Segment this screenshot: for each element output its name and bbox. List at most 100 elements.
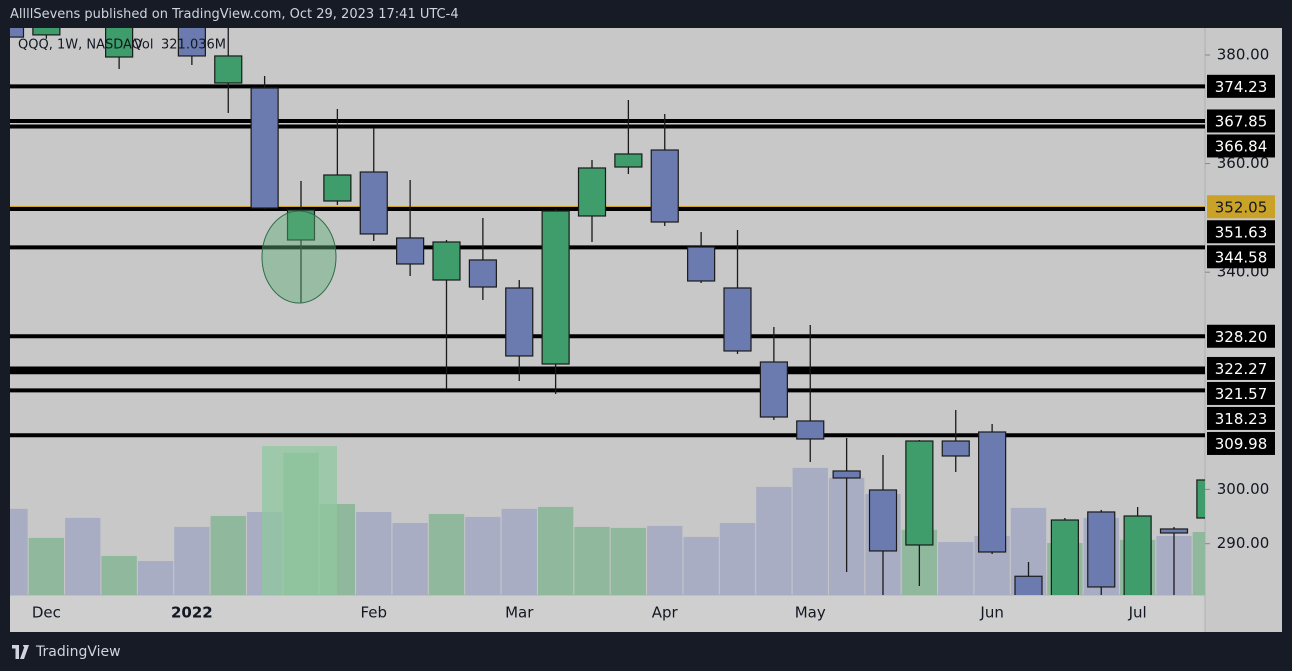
level-label-box [1207,195,1275,219]
legend-symbol: QQQ, 1W, NASDAQ [18,38,142,53]
candle-body [32,28,61,36]
volume-bar [610,527,647,595]
candle-body [142,0,169,17]
volume-bar [28,537,65,595]
volume-bar [137,561,174,595]
candle-body [1196,479,1205,519]
y-tick-label: 290.00 [1217,534,1270,552]
candle-body [250,87,279,209]
volume-bar [938,542,974,595]
x-tick-label: Jun [979,604,1003,622]
level-label: 374.23 [1215,78,1268,96]
volume-bar [647,525,683,595]
x-tick-label: Mar [505,604,534,622]
x-tick-label: May [795,604,826,622]
candle-body [505,287,534,357]
level-label-box [1207,134,1275,158]
time-axis [10,595,1205,632]
level-label: 318.23 [1215,410,1268,428]
level-label-box [1207,356,1275,380]
level-label: 309.98 [1215,435,1268,453]
level-label-box [1207,74,1275,98]
volume-bar [574,526,610,595]
candle-body [978,431,1007,553]
level-label-box [1207,109,1275,133]
volume-bar [792,467,828,595]
candle-body [69,0,96,6]
level-label: 321.57 [1215,385,1268,403]
volume-bar [101,555,137,595]
legend-vol-label: Vol [134,38,153,53]
candle-body [1123,515,1152,595]
level-label: 328.20 [1215,328,1268,346]
level-label-box [1207,220,1275,244]
highlight-box [262,446,337,595]
candle-body [286,209,316,241]
candle-body [723,287,752,352]
candle-body [832,470,861,479]
candle-body [941,440,970,457]
x-tick-label: Jul [1128,604,1147,622]
logo [12,645,29,659]
candle-body [177,28,206,57]
volume-bar [1192,532,1205,595]
volume-bar [10,508,28,595]
candle-body [432,241,461,281]
candle-body [1087,511,1116,588]
candle-body [1159,528,1189,534]
level-label-box [1207,381,1275,405]
x-tick-label: Feb [360,604,387,622]
candle-body [687,246,716,282]
level-label: 367.85 [1215,112,1268,130]
volume-bar [501,508,537,595]
level-label-box [1207,431,1275,455]
volume-bar [356,512,392,595]
header: AllllSevens published on TradingView.com… [10,7,459,22]
volume-bar [756,486,792,595]
footer: TradingView [36,644,121,660]
candle-body [541,210,570,365]
volume-bar [210,515,246,595]
candle-body [868,489,898,552]
candle-body [1050,519,1079,595]
candle-body [905,440,934,546]
candle-body [1014,575,1043,595]
candle-body [796,420,825,440]
volume-bar [428,513,465,595]
candle-body [468,259,497,288]
level-label: 352.05 [1215,198,1268,216]
volume-bar [65,517,101,595]
volume-bar [465,516,501,595]
candle-body [214,55,243,84]
candle-body [396,237,425,265]
level-label: 322.27 [1215,360,1268,378]
level-label: 344.58 [1215,248,1268,266]
level-label-box [1207,324,1275,348]
volume-bar [719,522,756,595]
y-tick-label: 300.00 [1217,480,1270,498]
legend-vol-value: 321.036M [161,38,226,53]
highlight-ellipse [261,210,337,304]
y-tick-label: 360.00 [1217,154,1270,172]
x-tick-label: Dec [32,604,61,622]
volume-bar [392,522,428,595]
volume-bar [537,506,574,595]
level-label: 351.63 [1215,223,1268,241]
volume-bar [174,526,210,595]
candle-body [614,153,643,168]
volume-bar [683,536,719,595]
x-tick-label: Apr [652,604,679,622]
candle-body [323,174,352,202]
level-label-box [1207,245,1275,269]
x-tick-label: 2022 [171,604,213,622]
candle-body [359,171,388,235]
candle-body [577,167,607,217]
candle-body [650,149,679,223]
level-label-box [1207,406,1275,430]
candle-body [759,361,788,418]
level-label: 366.84 [1215,137,1268,155]
candle-body [105,28,134,58]
y-tick-label: 380.00 [1217,45,1270,63]
